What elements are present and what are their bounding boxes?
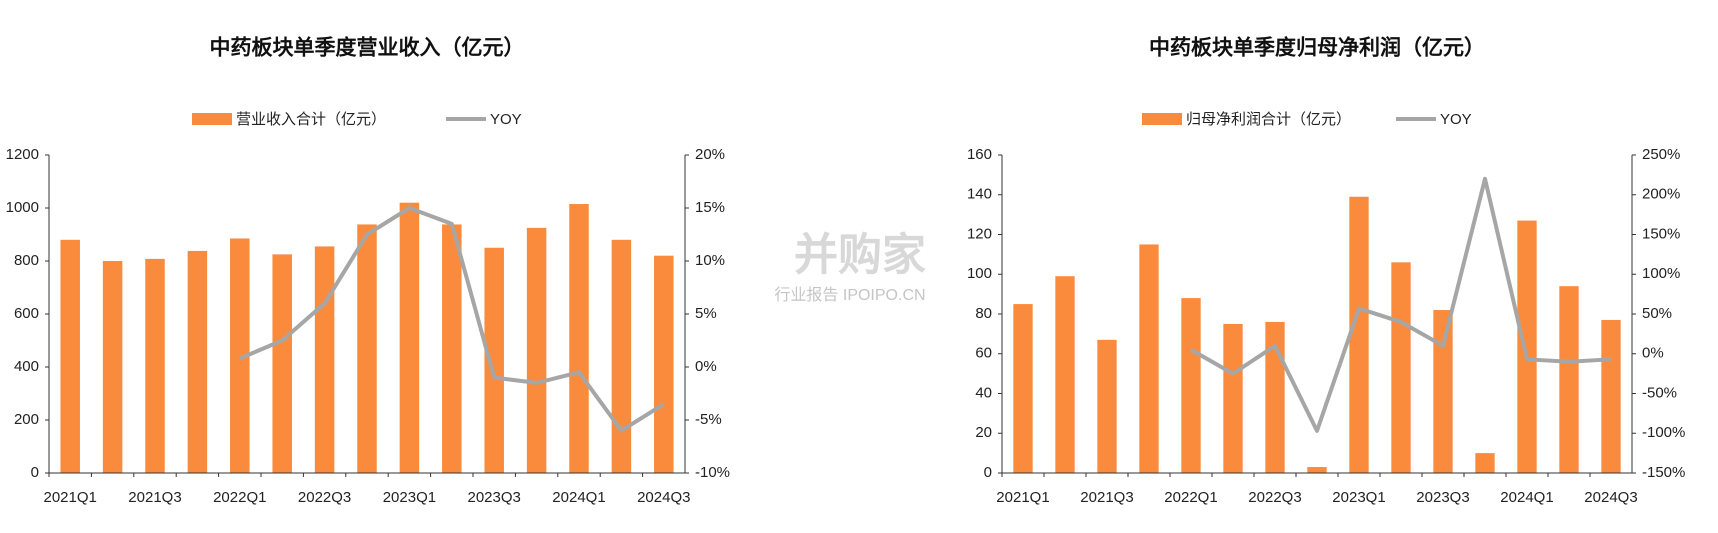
y-tick-label: 1200 (6, 146, 39, 163)
y-tick-label: 160 (967, 146, 992, 163)
y-tick-label: 80 (975, 305, 992, 322)
bar (654, 255, 674, 473)
x-tick-label: 2023Q3 (1416, 489, 1469, 506)
x-tick-label: 2022Q3 (298, 489, 351, 506)
y2-tick-label: -5% (695, 411, 722, 428)
bar (1601, 319, 1621, 473)
bar (399, 202, 420, 473)
bar (1013, 304, 1033, 473)
x-tick-label: 2024Q3 (637, 489, 690, 506)
legend-label: YOY (1440, 111, 1472, 128)
y-tick-label: 800 (14, 252, 39, 269)
bar (1517, 220, 1537, 473)
y2-tick-label: 20% (695, 146, 725, 163)
bar (1559, 286, 1579, 473)
x-tick-label: 2021Q1 (44, 489, 97, 506)
chart-title: 中药板块单季度归母净利润（亿元） (1149, 36, 1485, 60)
y-tick-label: 140 (967, 186, 992, 203)
y2-tick-label: 50% (1642, 305, 1672, 322)
bar (484, 247, 504, 473)
y-tick-label: 1000 (6, 199, 39, 216)
x-tick-label: 2021Q3 (128, 489, 181, 506)
bar (442, 224, 462, 473)
x-tick-label: 2022Q1 (213, 489, 266, 506)
bar (1475, 453, 1495, 473)
bar (1139, 244, 1159, 473)
line (1190, 176, 1612, 433)
legend-label: YOY (490, 111, 522, 128)
bar (357, 224, 377, 473)
watermark: 并购家 (794, 231, 926, 280)
bar (1349, 196, 1369, 474)
y2-tick-label: 200% (1642, 186, 1680, 203)
y-tick-label: 0 (31, 464, 39, 481)
y2-tick-label: -100% (1642, 424, 1685, 441)
y2-tick-label: -50% (1642, 384, 1677, 401)
y2-tick-label: 150% (1642, 225, 1680, 242)
y2-tick-label: -150% (1642, 464, 1685, 481)
y-tick-label: 120 (967, 225, 992, 242)
x-tick-label: 2023Q3 (468, 489, 521, 506)
y-tick-label: 100 (967, 265, 992, 282)
y2-tick-label: 5% (695, 305, 717, 322)
x-tick-label: 2022Q1 (1164, 489, 1217, 506)
bar (1433, 310, 1453, 473)
y-tick-label: 20 (975, 424, 992, 441)
bar (102, 261, 123, 473)
chart-title: 中药板块单季度营业收入（亿元） (210, 36, 525, 60)
bar (187, 250, 208, 473)
y-tick-label: 40 (975, 384, 992, 401)
y2-tick-label: 0% (695, 358, 717, 375)
bar (1097, 339, 1117, 473)
y2-tick-label: -10% (695, 464, 730, 481)
bar (272, 254, 292, 473)
x-tick-label: 2023Q1 (1332, 489, 1385, 506)
bar (1181, 298, 1201, 473)
bar (230, 238, 250, 473)
x-tick-label: 2022Q3 (1248, 489, 1301, 506)
watermark-url: 行业报告 IPOIPO.CN (774, 286, 925, 304)
y-tick-label: 600 (14, 305, 39, 322)
y-tick-label: 200 (14, 411, 39, 428)
y-tick-label: 60 (975, 345, 992, 362)
bar (314, 246, 335, 473)
y2-tick-label: 100% (1642, 265, 1680, 282)
x-tick-label: 2024Q1 (1500, 489, 1553, 506)
bar (569, 204, 589, 473)
bar (1223, 323, 1243, 473)
bar (611, 239, 632, 473)
x-tick-label: 2024Q3 (1584, 489, 1637, 506)
y2-tick-label: 250% (1642, 146, 1680, 163)
y-tick-label: 400 (14, 358, 39, 375)
y2-tick-label: 10% (695, 252, 725, 269)
bar (1055, 276, 1075, 473)
y2-tick-label: 0% (1642, 345, 1664, 362)
bar (1391, 262, 1411, 473)
y2-tick-label: 15% (695, 199, 725, 216)
legend-label: 营业收入合计（亿元） (236, 111, 386, 128)
legend-swatch (192, 113, 232, 125)
bar (145, 258, 165, 473)
x-tick-label: 2023Q1 (383, 489, 436, 506)
legend-label: 归母净利润合计（亿元） (1186, 111, 1351, 128)
bar (526, 227, 547, 473)
x-tick-label: 2024Q1 (552, 489, 605, 506)
y-tick-label: 0 (984, 464, 992, 481)
bar (60, 239, 80, 473)
x-tick-label: 2021Q3 (1080, 489, 1133, 506)
line (239, 206, 665, 433)
bar (1307, 467, 1327, 473)
legend-swatch (1142, 113, 1182, 125)
x-tick-label: 2021Q1 (996, 489, 1049, 506)
